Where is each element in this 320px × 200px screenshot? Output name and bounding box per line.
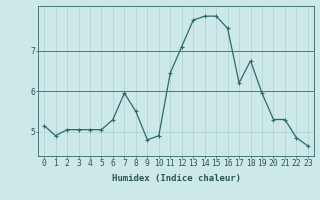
X-axis label: Humidex (Indice chaleur): Humidex (Indice chaleur)	[111, 174, 241, 183]
